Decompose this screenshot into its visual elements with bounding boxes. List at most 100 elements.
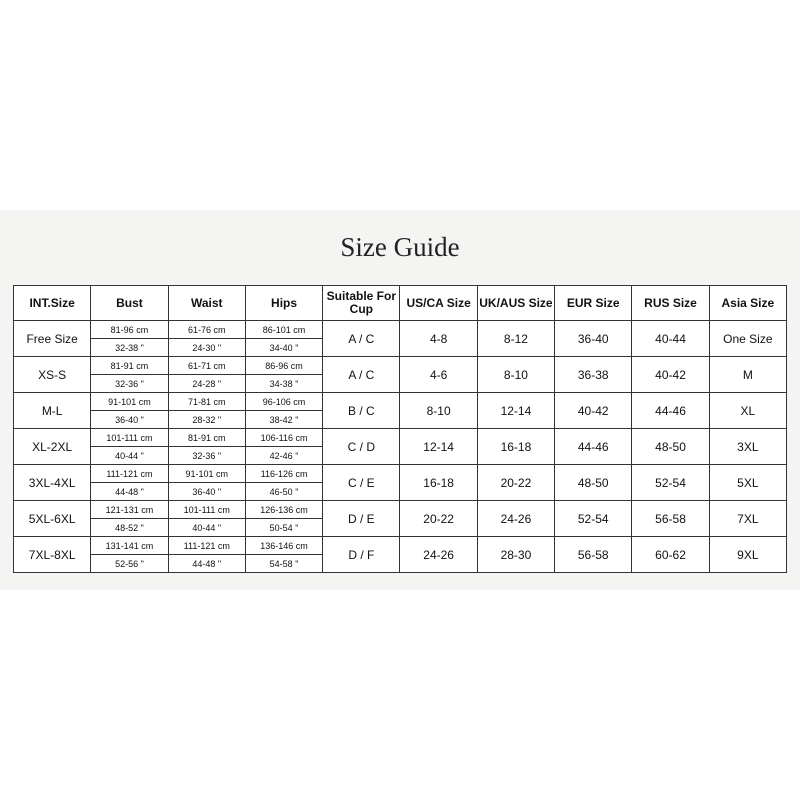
us-size-cell: 12-14: [399, 428, 478, 465]
size-cell: 3XL-4XL: [12, 464, 92, 501]
waist-in-cell: 36-40 ": [167, 482, 246, 501]
size-cell: XS-S: [12, 356, 92, 393]
size-cell: 7XL-8XL: [12, 536, 92, 573]
bust-cm-cell: 81-96 cm: [90, 320, 169, 339]
waist-in-cell: 24-30 ": [167, 338, 246, 357]
column-header: INT.Size: [12, 285, 92, 321]
cup-cell: B / C: [322, 392, 401, 429]
cup-cell: C / D: [322, 428, 401, 465]
waist-cm-cell: 61-76 cm: [167, 320, 246, 339]
bust-cm-cell: 81-91 cm: [90, 356, 169, 375]
bust-in-cell: 40-44 ": [90, 446, 169, 465]
hips-cm-cell: 136-146 cm: [244, 536, 324, 555]
hips-in-cell: 34-38 ": [244, 374, 324, 393]
uk-size-cell: 28-30: [476, 536, 556, 573]
column-header: EUR Size: [554, 285, 633, 321]
bust-in-cell: 48-52 ": [90, 518, 169, 537]
eur-size-cell: 44-46: [554, 428, 633, 465]
rus-size-cell: 60-62: [631, 536, 710, 573]
bust-cm-cell: 101-111 cm: [90, 428, 169, 447]
asia-size-cell: 7XL: [708, 500, 788, 537]
column-header: UK/AUS Size: [476, 285, 556, 321]
bust-in-cell: 52-56 ": [90, 554, 169, 573]
asia-size-cell: XL: [708, 392, 788, 429]
hips-cm-cell: 86-96 cm: [244, 356, 324, 375]
eur-size-cell: 48-50: [554, 464, 633, 501]
table-row: XS-S 81-91 cm 61-71 cm 86-96 cm A / C 4-6 8-10…: [12, 356, 788, 393]
us-size-cell: 4-8: [399, 320, 478, 357]
bust-in-cell: 36-40 ": [90, 410, 169, 429]
cup-cell: D / E: [322, 500, 401, 537]
waist-in-cell: 28-32 ": [167, 410, 246, 429]
us-size-cell: 8-10: [399, 392, 478, 429]
column-header: Waist: [167, 285, 246, 321]
bust-cm-cell: 111-121 cm: [90, 464, 169, 483]
column-header: RUS Size: [631, 285, 710, 321]
table-row-inches: 32-38 " 24-30 " 34-40 ": [14, 338, 787, 357]
asia-size-cell: 3XL: [708, 428, 788, 465]
hips-in-cell: 38-42 ": [244, 410, 324, 429]
asia-size-cell: M: [708, 356, 788, 393]
hips-in-cell: 46-50 ": [244, 482, 324, 501]
column-header: Asia Size: [708, 285, 788, 321]
size-cell: 5XL-6XL: [12, 500, 92, 537]
table-row-inches: 52-56 " 44-48 " 54-58 ": [14, 554, 787, 573]
size-cell: XL-2XL: [12, 428, 92, 465]
hips-cm-cell: 86-101 cm: [244, 320, 324, 339]
bust-cm-cell: 91-101 cm: [90, 392, 169, 411]
table-row: 5XL-6XL 121-131 cm 101-111 cm 126-136 cm D /…: [12, 500, 788, 537]
us-size-cell: 24-26: [399, 536, 478, 573]
header-row: INT.Size Bust Waist Hips Suitable For Cup US/…: [12, 285, 788, 321]
column-header: Bust: [90, 285, 169, 321]
rus-size-cell: 40-44: [631, 320, 710, 357]
waist-cm-cell: 101-111 cm: [167, 500, 246, 519]
rus-size-cell: 52-54: [631, 464, 710, 501]
us-size-cell: 4-6: [399, 356, 478, 393]
uk-size-cell: 8-12: [476, 320, 556, 357]
hips-in-cell: 42-46 ": [244, 446, 324, 465]
asia-size-cell: One Size: [708, 320, 788, 357]
bust-in-cell: 44-48 ": [90, 482, 169, 501]
waist-cm-cell: 71-81 cm: [167, 392, 246, 411]
uk-size-cell: 24-26: [476, 500, 556, 537]
table-row: M-L 91-101 cm 71-81 cm 96-106 cm B / C 8-10 12…: [12, 392, 788, 429]
asia-size-cell: 5XL: [708, 464, 788, 501]
size-cell: Free Size: [12, 320, 92, 357]
cup-cell: A / C: [322, 356, 401, 393]
bust-cm-cell: 121-131 cm: [90, 500, 169, 519]
page-title: Size Guide: [340, 232, 460, 262]
us-size-cell: 16-18: [399, 464, 478, 501]
column-header: US/CA Size: [399, 285, 478, 321]
rus-size-cell: 56-58: [631, 500, 710, 537]
us-size-cell: 20-22: [399, 500, 478, 537]
uk-size-cell: 8-10: [476, 356, 556, 393]
waist-in-cell: 32-36 ": [167, 446, 246, 465]
hips-cm-cell: 116-126 cm: [244, 464, 324, 483]
waist-in-cell: 40-44 ": [167, 518, 246, 537]
uk-size-cell: 12-14: [476, 392, 556, 429]
size-table: INT.Size Bust Waist Hips Suitable For Cup US/…: [12, 285, 788, 573]
asia-size-cell: 9XL: [708, 536, 788, 573]
waist-cm-cell: 111-121 cm: [167, 536, 246, 555]
eur-size-cell: 36-38: [554, 356, 633, 393]
table-row-inches: 48-52 " 40-44 " 50-54 ": [14, 518, 787, 537]
uk-size-cell: 20-22: [476, 464, 556, 501]
column-header: Suitable For Cup: [322, 285, 401, 321]
column-header: Hips: [244, 285, 324, 321]
eur-size-cell: 36-40: [554, 320, 633, 357]
cup-cell: C / E: [322, 464, 401, 501]
rus-size-cell: 40-42: [631, 356, 710, 393]
bust-cm-cell: 131-141 cm: [90, 536, 169, 555]
bust-in-cell: 32-36 ": [90, 374, 169, 393]
table-row: 7XL-8XL 131-141 cm 111-121 cm 136-146 cm D /…: [12, 536, 788, 573]
hips-cm-cell: 126-136 cm: [244, 500, 324, 519]
cup-cell: A / C: [322, 320, 401, 357]
rus-size-cell: 48-50: [631, 428, 710, 465]
eur-size-cell: 52-54: [554, 500, 633, 537]
waist-cm-cell: 91-101 cm: [167, 464, 246, 483]
cup-cell: D / F: [322, 536, 401, 573]
rus-size-cell: 44-46: [631, 392, 710, 429]
hips-in-cell: 50-54 ": [244, 518, 324, 537]
